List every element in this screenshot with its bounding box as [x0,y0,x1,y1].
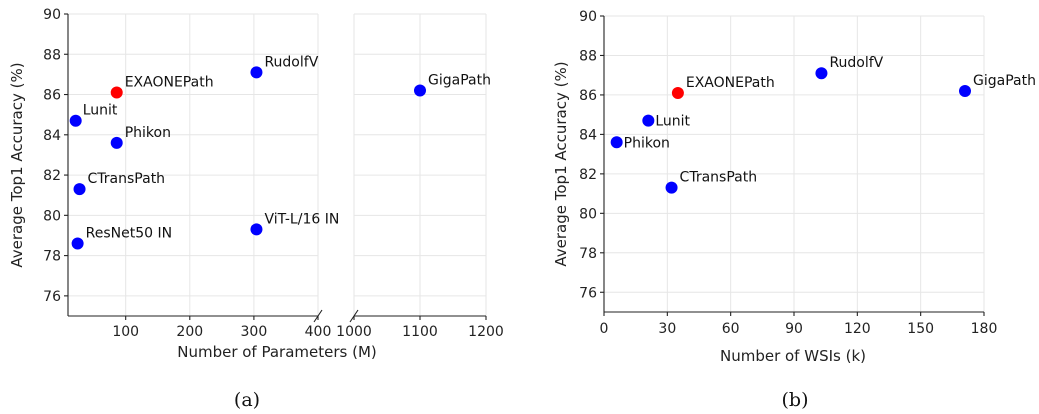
data-point-rudolfv [815,67,828,80]
y-tick-label: 76 [579,285,597,301]
point-label: RudolfV [829,55,883,71]
caption-b: (b) [782,389,809,411]
point-label: GigaPath [973,73,1036,89]
data-point-ctranspath [73,183,86,196]
y-tick-label: 84 [579,127,597,143]
data-point-phikon [610,136,623,149]
x-tick-label: 30 [658,321,676,337]
point-label: CTransPath [680,170,758,186]
y-axis-label: Average Top1 Accuracy (%) [552,61,570,266]
y-tick-label: 78 [579,246,597,262]
point-label: ViT-L/16 IN [264,211,339,227]
data-point-lunit [69,114,82,127]
x-tick-label: 300 [241,324,268,340]
data-point-vit-l-16-in [250,223,263,236]
x-tick-label: 0 [600,321,609,337]
point-label: Phikon [624,135,670,151]
data-point-gigapath [414,84,426,97]
y-tick-label: 80 [43,208,61,224]
point-label: Lunit [655,114,690,130]
data-point-rudolfv [250,66,263,79]
x-tick-label: 1100 [402,324,438,340]
panel-b-chart: 76 78 80 82 84 86 88 90 0 30 60 90 120 150 180 Number o… [552,9,1036,365]
y-axis-label: Average Top1 Accuracy (%) [8,62,26,267]
point-label: EXAONEPath [686,75,775,91]
data-point-resnet50-in [71,237,84,250]
y-tick-label: 76 [43,289,61,305]
y-tick-label: 88 [43,47,61,63]
x-tick-label: 200 [176,324,203,340]
data-point-exaonepath [671,86,684,99]
x-tick-label: 150 [907,321,934,337]
y-tick-label: 84 [43,128,61,144]
x-tick-label: 120 [844,321,871,337]
y-tick-label: 78 [43,249,61,265]
data-point-phikon [110,136,123,149]
x-tick-label: 100 [112,324,139,340]
y-tick-label: 86 [579,88,597,104]
y-tick-label: 90 [43,7,61,23]
y-tick-label: 86 [43,88,61,104]
x-tick-label: 1200 [468,324,504,340]
caption-a: (a) [234,389,260,411]
x-tick-label: 60 [722,321,740,337]
x-axis-label: Number of WSIs (k) [720,347,866,365]
panel-a-chart: 76 78 80 82 84 86 88 90 100 200 300 400 1000 1100 1200… [8,7,504,361]
y-tick-label: 82 [579,167,597,183]
data-point-gigapath [959,84,971,97]
x-tick-label: 400 [305,324,332,340]
point-label: RudolfV [264,54,318,70]
x-tick-label: 1000 [336,324,372,340]
x-axis-label: Number of Parameters (M) [177,343,377,361]
point-label: Lunit [83,103,118,119]
x-tick-label: 180 [971,321,998,337]
point-label: ResNet50 IN [86,226,172,242]
y-tick-label: 88 [579,48,597,64]
x-tick-label: 90 [785,321,803,337]
y-tick-label: 90 [579,9,597,25]
data-point-exaonepath [110,86,123,99]
y-tick-label: 82 [43,168,61,184]
data-point-lunit [642,114,655,127]
y-tick-label: 80 [579,206,597,222]
point-label: Phikon [125,125,171,141]
point-label: EXAONEPath [125,75,214,91]
point-label: GigaPath [428,73,491,89]
point-label: CTransPath [88,171,166,187]
data-point-ctranspath [665,181,678,194]
